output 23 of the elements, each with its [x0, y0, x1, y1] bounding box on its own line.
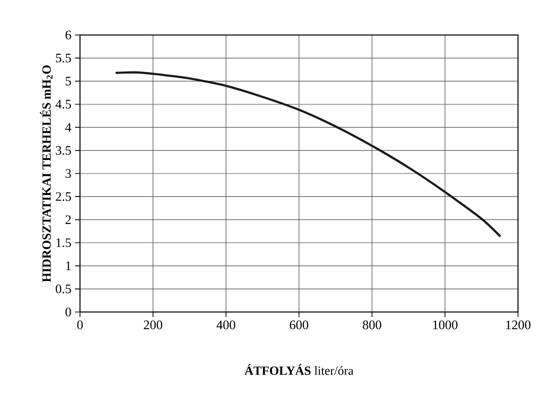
y-tick-label: 4.5 — [56, 100, 71, 109]
y-tick-label: 5.5 — [56, 54, 71, 62]
y-tick-label: 0 — [66, 308, 71, 316]
y-axis-title: HIDROSZTATIKAI TERHELÉS mH$_{2}$O — [40, 65, 52, 282]
y-tick-label: 2.5 — [56, 192, 71, 201]
y-tick-label: 1.5 — [56, 238, 71, 248]
y-tick-label: 5 — [66, 76, 71, 86]
x-axis-title: ÁTFOLYÁS liter/óra — [244, 364, 354, 375]
x-tick-label: 1200 — [506, 320, 530, 330]
x-tick-label: 800 — [362, 320, 382, 330]
y-tick-label: 0.5 — [56, 284, 71, 294]
y-tick-label: 2 — [66, 215, 71, 224]
y-tick-label: 6 — [66, 30, 72, 40]
y-tick-label: 4 — [65, 123, 72, 132]
x-tick-label: 0 — [77, 320, 83, 330]
x-tick-label: 1000 — [433, 320, 458, 330]
line-series — [115, 71, 501, 237]
x-tick-label: 400 — [216, 320, 236, 330]
x-tick-label: 600 — [290, 320, 308, 330]
x-tick-label: 200 — [144, 320, 162, 330]
y-tick-label: 3.5 — [56, 146, 71, 155]
y-tick-label: 1 — [66, 262, 71, 270]
y-tick-label: 3 — [66, 169, 71, 178]
